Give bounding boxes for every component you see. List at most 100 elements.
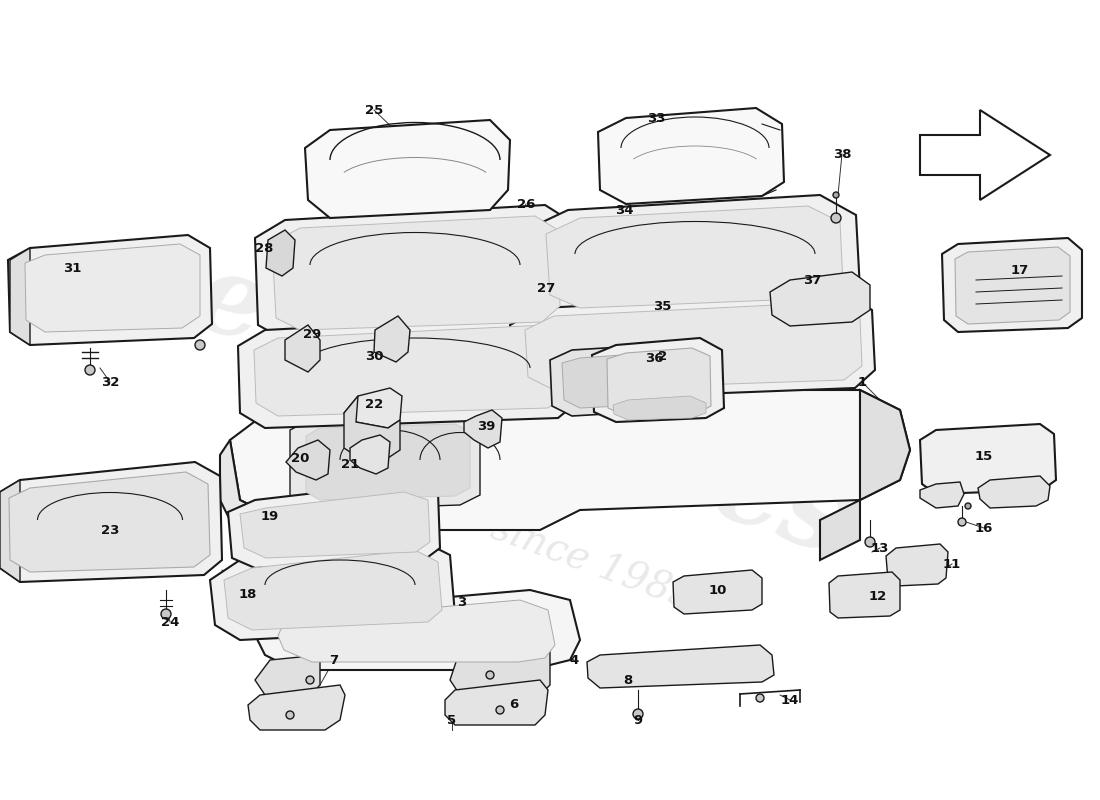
Polygon shape xyxy=(240,492,430,558)
Polygon shape xyxy=(272,216,560,330)
Circle shape xyxy=(306,676,313,684)
Polygon shape xyxy=(510,292,874,400)
Polygon shape xyxy=(248,685,345,730)
Polygon shape xyxy=(374,316,410,362)
Text: 19: 19 xyxy=(261,510,279,522)
Polygon shape xyxy=(598,108,784,204)
Polygon shape xyxy=(592,338,724,422)
Polygon shape xyxy=(278,600,556,662)
Polygon shape xyxy=(224,550,442,630)
Text: 16: 16 xyxy=(975,522,993,534)
Circle shape xyxy=(66,271,94,299)
Polygon shape xyxy=(254,325,566,416)
Circle shape xyxy=(56,261,104,309)
Text: 6: 6 xyxy=(509,698,518,710)
Polygon shape xyxy=(286,440,330,480)
Text: 32: 32 xyxy=(101,375,119,389)
Text: 2: 2 xyxy=(659,350,668,362)
Text: 35: 35 xyxy=(652,299,671,313)
Text: 10: 10 xyxy=(708,583,727,597)
Polygon shape xyxy=(0,462,222,582)
Polygon shape xyxy=(305,120,510,218)
Polygon shape xyxy=(8,235,212,345)
Polygon shape xyxy=(886,544,948,586)
Text: 26: 26 xyxy=(517,198,536,210)
Polygon shape xyxy=(25,244,200,332)
Text: 14: 14 xyxy=(781,694,800,706)
Text: 7: 7 xyxy=(329,654,339,666)
Circle shape xyxy=(286,711,294,719)
Circle shape xyxy=(833,192,839,198)
Polygon shape xyxy=(266,230,295,276)
Polygon shape xyxy=(562,352,679,408)
Text: 20: 20 xyxy=(290,451,309,465)
Circle shape xyxy=(865,537,874,547)
Polygon shape xyxy=(255,205,575,340)
Polygon shape xyxy=(829,572,900,618)
Circle shape xyxy=(756,694,764,702)
Polygon shape xyxy=(255,655,320,695)
Circle shape xyxy=(195,340,205,350)
Circle shape xyxy=(486,671,494,679)
Circle shape xyxy=(108,260,148,300)
Circle shape xyxy=(85,365,95,375)
Polygon shape xyxy=(607,348,711,416)
Text: 18: 18 xyxy=(239,587,257,601)
Text: 12: 12 xyxy=(869,590,887,602)
Circle shape xyxy=(161,609,170,619)
Circle shape xyxy=(496,706,504,714)
Polygon shape xyxy=(344,396,400,458)
Text: 22: 22 xyxy=(365,398,383,410)
Text: 34: 34 xyxy=(615,203,634,217)
Text: 13: 13 xyxy=(871,542,889,554)
Text: 15: 15 xyxy=(975,450,993,462)
Text: 17: 17 xyxy=(1011,263,1030,277)
Polygon shape xyxy=(228,482,440,568)
Polygon shape xyxy=(220,440,280,560)
Polygon shape xyxy=(464,410,502,448)
Polygon shape xyxy=(238,315,580,428)
Text: 4: 4 xyxy=(570,654,579,666)
Polygon shape xyxy=(920,482,964,508)
Polygon shape xyxy=(920,424,1056,494)
Polygon shape xyxy=(770,272,870,326)
Text: 23: 23 xyxy=(101,523,119,537)
Polygon shape xyxy=(673,570,762,614)
Text: 21: 21 xyxy=(341,458,359,470)
Circle shape xyxy=(632,709,644,719)
Polygon shape xyxy=(255,590,580,670)
Text: 9: 9 xyxy=(634,714,642,726)
Text: 28: 28 xyxy=(255,242,273,254)
Polygon shape xyxy=(587,645,774,688)
Polygon shape xyxy=(955,247,1070,324)
Polygon shape xyxy=(978,476,1050,508)
Text: 39: 39 xyxy=(476,419,495,433)
Polygon shape xyxy=(350,435,390,474)
Polygon shape xyxy=(942,238,1082,332)
Polygon shape xyxy=(450,640,550,695)
Polygon shape xyxy=(446,680,548,725)
Text: 31: 31 xyxy=(63,262,81,274)
Polygon shape xyxy=(820,390,910,560)
Polygon shape xyxy=(0,480,20,582)
Text: eurospares: eurospares xyxy=(178,242,861,578)
Polygon shape xyxy=(530,195,860,320)
Polygon shape xyxy=(546,206,843,308)
Polygon shape xyxy=(613,396,706,420)
Text: 25: 25 xyxy=(365,103,383,117)
Polygon shape xyxy=(550,344,692,416)
Text: 11: 11 xyxy=(943,558,961,570)
Polygon shape xyxy=(344,388,402,428)
Polygon shape xyxy=(306,424,470,500)
Circle shape xyxy=(958,518,966,526)
Text: 33: 33 xyxy=(647,111,666,125)
Polygon shape xyxy=(290,415,480,510)
Text: 24: 24 xyxy=(161,615,179,629)
Text: 30: 30 xyxy=(365,350,383,362)
Polygon shape xyxy=(920,110,1050,200)
Text: 38: 38 xyxy=(833,147,851,161)
Polygon shape xyxy=(230,390,910,530)
Text: 5: 5 xyxy=(448,714,456,726)
Circle shape xyxy=(965,503,971,509)
Circle shape xyxy=(830,213,842,223)
